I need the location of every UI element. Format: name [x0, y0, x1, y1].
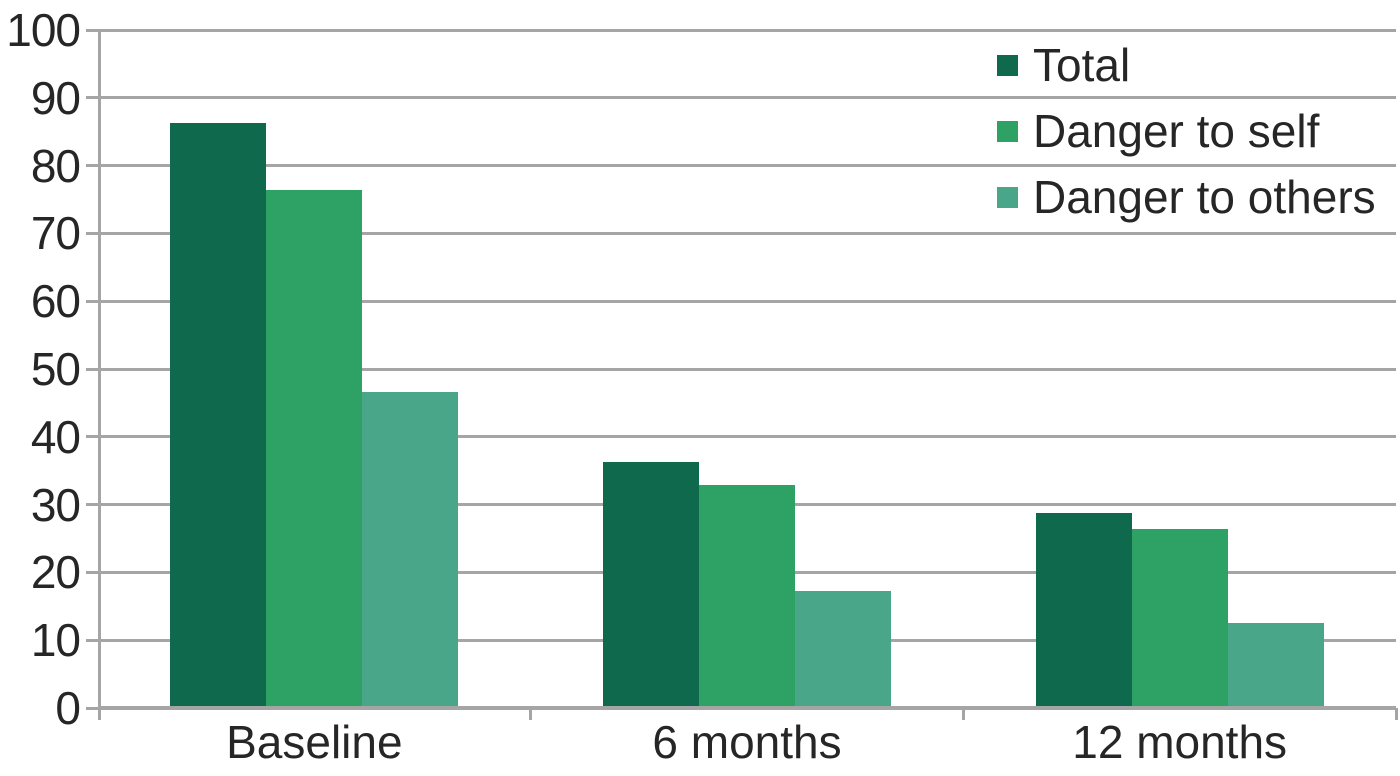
legend-label: Danger to others [1033, 171, 1376, 223]
x-boundary-tick-1 [529, 708, 533, 720]
gridline-40 [98, 435, 1396, 439]
y-tick-100 [86, 28, 98, 32]
y-tick-label-70: 70 [30, 207, 81, 260]
y-tick-label-50: 50 [30, 343, 81, 395]
y-tick-label-30: 30 [30, 478, 81, 531]
gridline-60 [98, 299, 1396, 303]
bar-danger-to-others-12-months [1227, 622, 1324, 707]
y-tick-40 [86, 435, 98, 439]
legend-label: Danger to self [1033, 105, 1320, 157]
y-tick-label-90: 90 [30, 71, 81, 124]
y-tick-0 [86, 706, 98, 710]
gridline-50 [98, 367, 1396, 371]
y-tick-20 [86, 570, 98, 574]
bar-total-12-months [1035, 513, 1132, 707]
y-axis-line [98, 30, 101, 720]
y-tick-label-40: 40 [30, 410, 81, 463]
y-tick-70 [86, 231, 98, 235]
y-tick-label-100: 100 [6, 4, 81, 56]
x-category-label-6-months: 6 months [652, 716, 842, 768]
chart-legend: Total Danger to self Danger to others [997, 32, 1376, 230]
x-category-label-12-months: 12 months [1072, 716, 1288, 768]
gridline-100 [98, 28, 1396, 32]
x-boundary-tick-2 [961, 708, 965, 720]
y-tick-60 [86, 299, 98, 303]
legend-item-total: Total [997, 32, 1376, 98]
gridline-70 [98, 231, 1396, 235]
y-tick-80 [86, 164, 98, 168]
x-axis-line [98, 706, 1396, 709]
x-category-label-baseline: Baseline [226, 716, 403, 768]
x-boundary-tick-3 [1394, 708, 1398, 720]
y-tick-30 [86, 503, 98, 507]
legend-item-danger-to-others: Danger to others [997, 164, 1376, 230]
gridline-80 [98, 164, 1396, 168]
gridline-90 [98, 96, 1396, 100]
bar-danger-to-others-6-months [795, 591, 891, 707]
y-tick-10 [86, 638, 98, 642]
plot-area [86, 28, 1398, 720]
y-tick-label-10: 10 [30, 614, 81, 667]
y-tick-label-0: 0 [55, 682, 81, 734]
y-tick-90 [86, 96, 98, 100]
y-tick-label-20: 20 [30, 546, 81, 599]
legend-swatch-icon [997, 186, 1018, 208]
legend-swatch-icon [997, 120, 1018, 142]
bar-danger-to-self-12-months [1131, 528, 1228, 707]
legend-item-danger-to-self: Danger to self [997, 98, 1376, 164]
bar-total-6-months [603, 461, 699, 707]
bar-total-baseline [170, 122, 267, 707]
y-tick-label-60: 60 [30, 275, 81, 328]
bar-danger-to-others-baseline [362, 391, 459, 707]
legend-swatch-icon [997, 54, 1018, 76]
bar-danger-to-self-6-months [699, 484, 795, 707]
y-tick-label-80: 80 [30, 139, 81, 192]
bar-danger-to-self-baseline [266, 189, 363, 707]
legend-label: Total [1033, 39, 1131, 91]
y-tick-50 [86, 367, 98, 371]
